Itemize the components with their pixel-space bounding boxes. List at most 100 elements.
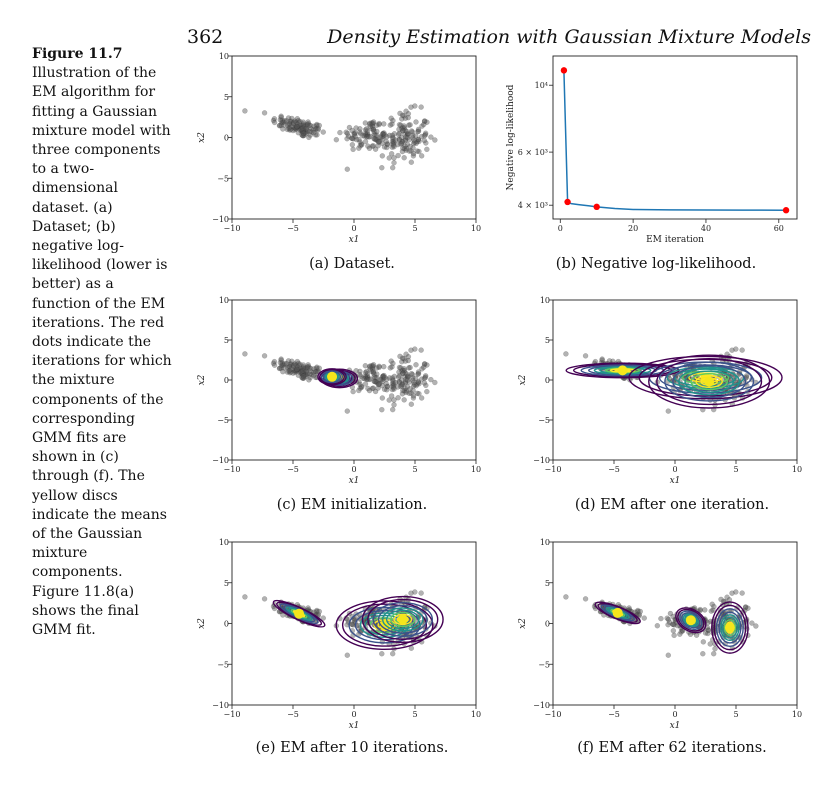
data-point xyxy=(405,373,411,379)
data-point xyxy=(416,148,422,155)
data-point xyxy=(294,121,301,128)
data-point xyxy=(658,615,664,622)
data-point xyxy=(410,383,417,389)
data-point xyxy=(370,143,377,149)
data-point xyxy=(284,365,291,371)
data-point xyxy=(362,120,369,126)
data-point xyxy=(395,141,401,148)
data-point xyxy=(280,119,286,125)
data-point xyxy=(298,127,305,134)
data-point xyxy=(282,117,288,124)
data-point xyxy=(287,127,293,133)
data-point xyxy=(380,131,386,137)
data-point xyxy=(295,360,302,367)
data-point xyxy=(404,131,411,138)
data-point xyxy=(294,364,301,370)
data-point xyxy=(295,129,302,136)
data-point xyxy=(397,110,403,117)
data-point xyxy=(416,138,422,144)
data-point xyxy=(397,353,403,360)
x-axis-label: x1 xyxy=(670,721,681,731)
data-point xyxy=(307,368,314,374)
data-point xyxy=(408,401,415,407)
data-point xyxy=(357,126,363,132)
data-point xyxy=(712,646,718,652)
data-point xyxy=(390,360,396,367)
x-tick-label: −10 xyxy=(545,710,562,719)
data-point xyxy=(289,115,295,122)
data-point xyxy=(422,130,429,136)
data-point xyxy=(375,385,381,391)
data-point xyxy=(411,379,417,386)
data-point xyxy=(415,379,421,385)
data-point xyxy=(287,126,294,133)
data-point xyxy=(357,371,363,378)
component-mean xyxy=(685,615,696,626)
data-point xyxy=(380,378,386,384)
data-point xyxy=(404,141,411,148)
data-point xyxy=(387,122,393,128)
data-point xyxy=(399,125,405,132)
data-point xyxy=(353,125,359,131)
data-point xyxy=(284,126,291,133)
data-point xyxy=(391,402,397,408)
data-point xyxy=(294,358,301,365)
data-point xyxy=(315,127,321,133)
data-point xyxy=(386,132,393,139)
data-point xyxy=(402,131,408,138)
data-point xyxy=(284,361,290,367)
data-point xyxy=(363,132,369,138)
data-point xyxy=(315,125,322,132)
data-point xyxy=(364,134,370,140)
x-tick-label: 40 xyxy=(701,224,711,233)
data-point xyxy=(261,353,268,359)
data-point xyxy=(286,368,292,374)
data-point xyxy=(404,134,411,141)
data-point xyxy=(410,395,417,401)
data-point xyxy=(363,374,369,381)
data-point xyxy=(654,623,661,629)
data-point xyxy=(352,130,358,136)
data-point xyxy=(392,137,399,143)
y-tick-label: 10⁴ xyxy=(535,81,548,90)
data-point xyxy=(357,381,363,388)
data-point xyxy=(312,132,319,138)
data-point xyxy=(297,370,304,376)
data-point xyxy=(396,373,403,379)
data-point xyxy=(395,384,401,390)
x-tick-label: −5 xyxy=(608,465,620,474)
data-point xyxy=(384,144,390,151)
data-point xyxy=(316,365,323,371)
data-point xyxy=(700,651,706,657)
data-point xyxy=(314,365,320,371)
data-point xyxy=(369,121,375,127)
data-point xyxy=(372,388,379,395)
y-tick-label: 10 xyxy=(219,52,229,61)
data-point xyxy=(424,119,430,125)
data-point xyxy=(422,374,429,381)
data-point xyxy=(402,358,409,364)
data-point xyxy=(366,364,373,370)
data-point xyxy=(396,126,402,133)
data-point xyxy=(398,134,405,141)
data-point xyxy=(286,367,293,373)
data-point xyxy=(389,383,396,390)
data-point xyxy=(276,365,283,372)
component-mean xyxy=(724,622,735,633)
data-point xyxy=(310,369,317,376)
data-point xyxy=(391,155,397,161)
data-point xyxy=(364,373,371,380)
data-point xyxy=(284,369,291,375)
x-axis-label: x1 xyxy=(349,476,360,486)
data-point xyxy=(290,363,297,369)
x-tick-label: 20 xyxy=(628,224,638,233)
data-point xyxy=(344,166,351,172)
data-point xyxy=(308,123,314,129)
data-point xyxy=(286,363,293,370)
data-point xyxy=(367,376,374,382)
data-point xyxy=(422,132,429,138)
data-point xyxy=(418,133,425,140)
data-point xyxy=(346,124,353,131)
